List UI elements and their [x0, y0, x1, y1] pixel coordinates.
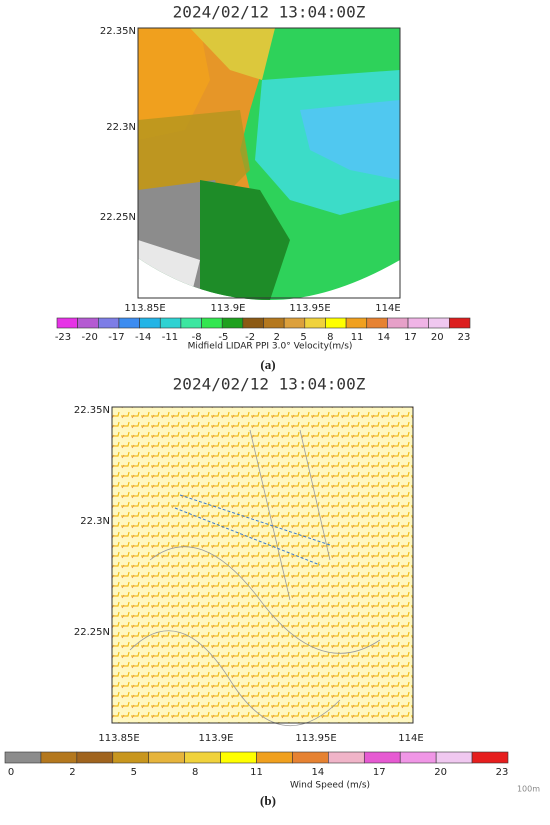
- x-tick-label: 113.95E: [295, 733, 336, 744]
- y-tick-label: 22.35N: [100, 26, 136, 37]
- colorbar-label: 23: [458, 332, 471, 343]
- colorbar-cell: [292, 751, 329, 764]
- x-tick-label: 113.9E: [211, 303, 246, 314]
- colorbar-cell: [399, 751, 437, 764]
- colorbar-cell: [256, 751, 293, 764]
- scale-note: 100m: [517, 785, 540, 794]
- wind-barbs: [112, 407, 413, 723]
- colorbar-cell: [328, 751, 365, 764]
- colorbar-cell: [159, 317, 182, 329]
- colorbar-cell: [363, 751, 401, 764]
- colorbar-label: -2: [245, 332, 255, 343]
- colorbar-cell: [112, 751, 150, 764]
- coastline: [129, 429, 381, 726]
- colorbar-cell: [148, 751, 185, 764]
- colorbar-cell: [283, 317, 306, 329]
- colorbar-cell: [139, 317, 161, 329]
- colorbar-cell: [180, 317, 202, 329]
- colorbar-cell: [221, 317, 244, 329]
- map-title: 2024/02/12 13:04:00Z: [173, 375, 366, 394]
- y-tick-label: 22.25N: [100, 212, 136, 223]
- colorbar-cell: [56, 317, 78, 329]
- colorbar-label: 0: [8, 767, 14, 778]
- caption: (a): [260, 357, 275, 372]
- caption: (b): [260, 793, 276, 808]
- x-tick-label: 114E: [398, 733, 423, 744]
- colorbar-label: 17: [404, 332, 417, 343]
- map-title: 2024/02/12 13:04:00Z: [173, 3, 366, 22]
- colorbar-cell: [118, 317, 140, 329]
- colorbar-label: 14: [377, 332, 390, 343]
- colorbar-cell: [242, 317, 264, 329]
- x-tick-label: 114E: [375, 303, 400, 314]
- x-tick-label: 113.85E: [98, 733, 139, 744]
- colorbar-label: -14: [135, 332, 151, 343]
- colorbar-label: -11: [162, 332, 178, 343]
- x-tick-label: 113.95E: [289, 303, 330, 314]
- runway-line: [174, 494, 331, 566]
- colorbar-cell: [387, 317, 409, 329]
- colorbar-label: 11: [250, 767, 263, 778]
- colorbar-title: Wind Speed (m/s): [290, 781, 370, 791]
- colorbar-label: 8: [327, 332, 333, 343]
- y-tick-label: 22.35N: [74, 405, 110, 416]
- colorbar-cell: [435, 751, 473, 764]
- colorbar-cell: [325, 317, 347, 329]
- colorbar-cell: [98, 317, 120, 329]
- colorbar-label: 2: [69, 767, 75, 778]
- colorbar-cell: [304, 317, 326, 329]
- colorbar-cell: [220, 751, 257, 764]
- colorbar-label: -5: [218, 332, 228, 343]
- colorbar-cell: [77, 317, 99, 329]
- colorbar-cell: [366, 317, 388, 329]
- colorbar-label: 20: [434, 767, 447, 778]
- velocity-map: [138, 28, 400, 300]
- colorbar-cell: [184, 751, 221, 764]
- colorbar-cell: [345, 317, 368, 329]
- colorbar-label: 11: [351, 332, 364, 343]
- y-tick-label: 22.3N: [106, 122, 136, 133]
- x-tick-label: 113.9E: [199, 733, 234, 744]
- colorbar-label: 23: [496, 767, 509, 778]
- colorbar-cell: [428, 317, 450, 329]
- colorbar-cell: [76, 751, 114, 764]
- colorbar-label: 5: [131, 767, 137, 778]
- colorbar-label: -17: [108, 332, 124, 343]
- colorbar-label: 14: [312, 767, 325, 778]
- map-frame: [137, 27, 401, 299]
- y-tick-label: 22.3N: [80, 516, 110, 527]
- colorbar-cell: [449, 317, 471, 329]
- x-tick-label: 113.85E: [124, 303, 165, 314]
- colorbar-cell: [4, 751, 42, 764]
- colorbar-label: 20: [431, 332, 444, 343]
- colorbar-label: 5: [300, 332, 306, 343]
- colorbar-label: 2: [274, 332, 280, 343]
- colorbar-cell: [407, 317, 429, 329]
- map-frame: [111, 406, 414, 724]
- colorbar-label: -20: [82, 332, 98, 343]
- colorbar-label: -8: [192, 332, 202, 343]
- y-tick-label: 22.25N: [74, 627, 110, 638]
- colorbar-title: Midfield LIDAR PPI 3.0° Velocity(m/s): [188, 342, 353, 352]
- colorbar-cell: [263, 317, 285, 329]
- colorbar-label: 17: [373, 767, 386, 778]
- colorbar-cell: [471, 751, 509, 764]
- colorbar-label: -23: [55, 332, 71, 343]
- colorbar-cell: [201, 317, 223, 329]
- colorbar-label: 8: [192, 767, 198, 778]
- colorbar-cell: [40, 751, 78, 764]
